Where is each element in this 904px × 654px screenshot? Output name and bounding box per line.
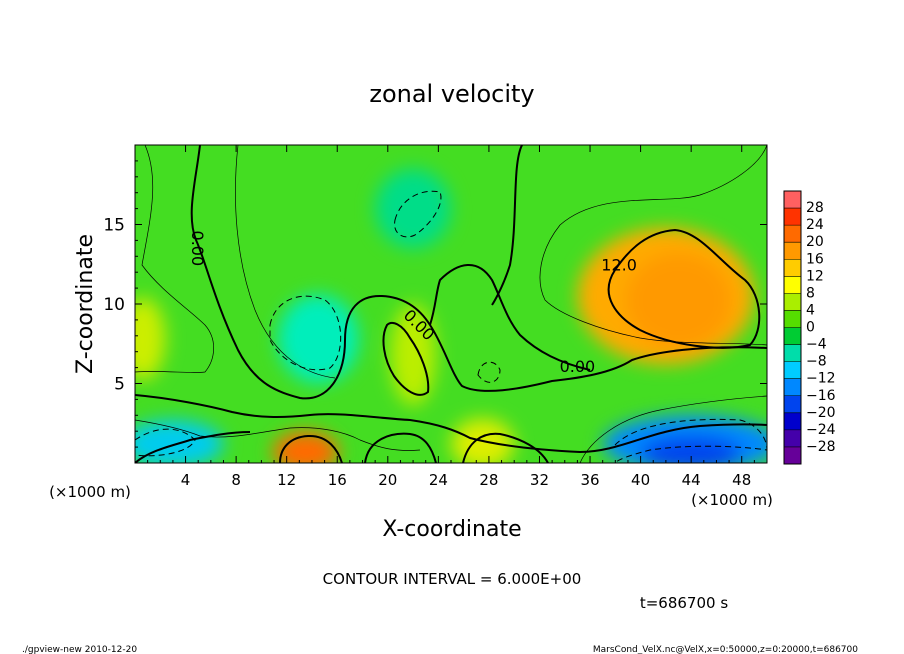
colorbar-label: −8 (806, 354, 827, 370)
colorbar-swatch (784, 310, 801, 328)
colorbar-swatch (784, 208, 801, 226)
colorbar-swatch (784, 446, 801, 465)
heatmap-region (451, 418, 515, 463)
x-tick-label: 20 (378, 471, 397, 489)
x-tick-label: 28 (479, 471, 498, 489)
colorbar-label: 8 (806, 285, 815, 301)
colorbar-label: −16 (806, 388, 836, 404)
colorbar-swatch (784, 378, 801, 397)
heatmap-region (390, 304, 436, 406)
colorbar-label: −24 (806, 422, 836, 438)
x-left-unit-label: (×1000 m) (49, 483, 131, 501)
y-tick-label: 15 (103, 216, 125, 236)
x-tick-label: 36 (580, 471, 599, 489)
colorbar-swatch (784, 191, 801, 209)
x-tick-label: 8 (231, 471, 241, 489)
heatmap-region (625, 253, 732, 349)
colorbar-swatch (784, 242, 801, 260)
x-tick-label: 16 (328, 471, 347, 489)
contour-lines (135, 145, 767, 463)
x-axis: 4 8 12 16 20 24 28 32 36 40 44 48 (147, 145, 755, 489)
y-tick-label: 10 (103, 295, 125, 315)
colorbar-swatch (784, 259, 801, 277)
contour-interval-text: CONTOUR INTERVAL = 6.000E+00 (323, 570, 582, 588)
colorbar-swatch (784, 412, 801, 431)
colorbar-label: −12 (806, 371, 836, 387)
heatmap-region (135, 420, 224, 463)
colorbar-swatch (784, 361, 801, 380)
chart-title: zonal velocity (369, 80, 534, 108)
colorbar-label: 16 (806, 251, 824, 267)
colorbar-label: −28 (806, 439, 836, 455)
colorbar-swatch (784, 344, 801, 363)
colorbar-swatch (784, 293, 801, 311)
x-axis-title: X-coordinate (382, 517, 521, 542)
colorbar-label: −20 (806, 405, 836, 421)
colorbar-label: −4 (806, 337, 827, 353)
heatmap-region (375, 168, 451, 249)
y-axis: 5 10 15 (103, 160, 767, 448)
x-unit-label: (×1000 m) (691, 491, 773, 509)
contour-label: 0.00 (560, 357, 596, 376)
x-tick-label: 40 (631, 471, 650, 489)
colorbar-label: 28 (806, 200, 824, 216)
heatmap-region (135, 297, 166, 381)
x-tick-label: 44 (682, 471, 701, 489)
colorbar-label: 12 (806, 268, 824, 284)
contour-label: 0.00 (188, 231, 207, 267)
colorbar-label: 20 (806, 234, 824, 250)
heatmap-region (640, 435, 742, 463)
x-tick-label: 4 (181, 471, 191, 489)
y-axis-title: Z-coordinate (73, 234, 98, 374)
x-tick-label: 32 (530, 471, 549, 489)
colorbar-label: 24 (806, 217, 824, 233)
heatmap-region (277, 294, 359, 384)
colorbar-swatch (784, 327, 801, 346)
heatmap-area (135, 145, 767, 463)
footer-program: ./gpview-new 2010-12-20 (22, 645, 137, 654)
footer-source: MarsCond_VelX.nc@VelX,x=0:50000,z=0:2000… (593, 645, 858, 654)
colorbar-swatch (784, 429, 801, 448)
x-tick-label: 48 (732, 471, 751, 489)
x-tick-label: 12 (277, 471, 296, 489)
colorbar-swatch (784, 225, 801, 243)
colorbar-label: 0 (806, 320, 815, 336)
colorbar-label: 4 (806, 302, 815, 318)
y-tick-label: 5 (114, 375, 125, 395)
colorbar-swatch (784, 276, 801, 294)
x-tick-label: 24 (429, 471, 448, 489)
time-label: t=686700 s (640, 594, 728, 612)
contour-label: 12.0 (601, 255, 637, 274)
colorbar-swatch (784, 395, 801, 414)
